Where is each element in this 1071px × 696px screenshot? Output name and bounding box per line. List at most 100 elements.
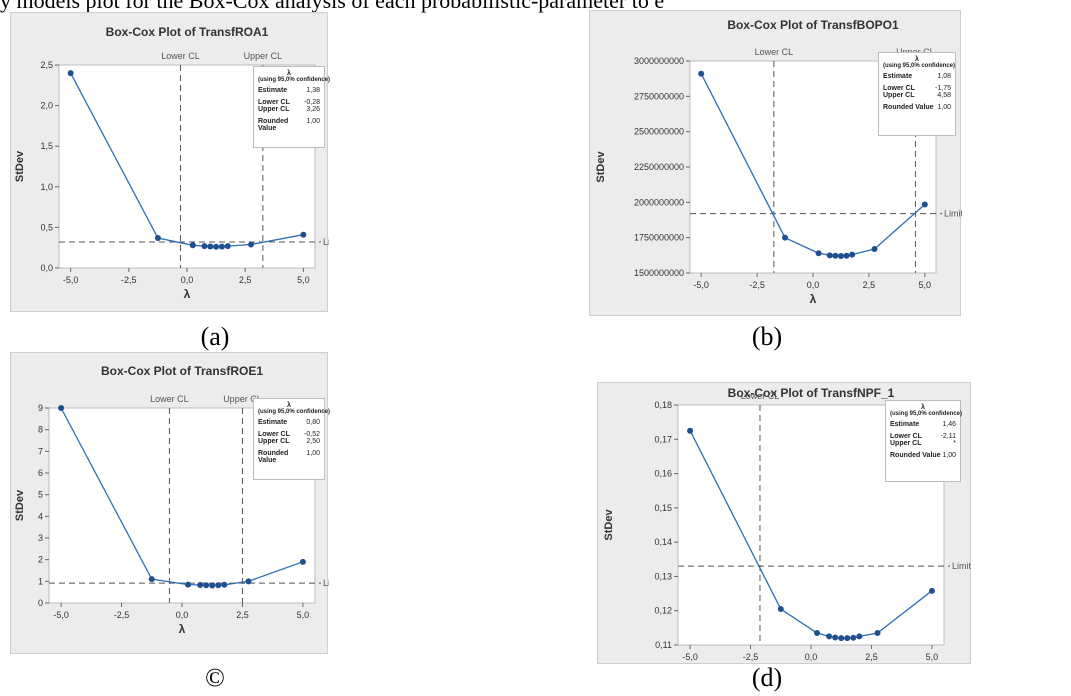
y-axis-label: StDev — [14, 489, 26, 521]
chart-title: Box-Cox Plot of TransfROE1 — [101, 364, 263, 378]
stdev-data-point — [815, 250, 822, 257]
stdev-data-point — [782, 234, 789, 241]
stdev-data-point — [58, 405, 65, 411]
stdev-data-point — [843, 252, 850, 259]
legend-row-label: Estimate — [890, 421, 920, 428]
legend-header: λ — [921, 404, 925, 411]
y-tick-label: 9 — [38, 403, 43, 413]
y-tick-label: 2750000000 — [634, 91, 684, 101]
x-tick-label: -2,5 — [743, 652, 759, 662]
stdev-data-point — [928, 587, 935, 594]
y-tick-label: 3000000000 — [634, 56, 684, 66]
stdev-data-point — [777, 606, 784, 612]
upper-cl-label: Upper CL — [223, 394, 262, 404]
stdev-data-point — [850, 634, 857, 641]
y-axis-label: StDev — [603, 509, 615, 541]
x-tick-label: 0,0 — [807, 280, 820, 290]
legend-box-roa: λ (using 95,0% confidence) Estimate 1,38 … — [253, 66, 331, 148]
y-tick-label: 0,12 — [654, 606, 672, 616]
x-tick-label: -5,0 — [693, 280, 709, 290]
legend-row-label: Lower CL — [258, 99, 290, 106]
legend-header: λ — [287, 402, 291, 409]
y-tick-label: 0,14 — [654, 537, 672, 547]
stdev-data-point — [300, 231, 307, 238]
y-tick-label: 2,5 — [40, 60, 53, 70]
x-tick-label: 5,0 — [926, 652, 939, 662]
y-tick-label: 2250000000 — [634, 162, 684, 172]
legend-subheader: (using 95,0% confidence) — [890, 411, 963, 417]
legend-subheader: (using 95,0% confidence) — [258, 77, 331, 83]
x-tick-label: 2,5 — [236, 610, 249, 620]
legend-row-value: * — [953, 440, 956, 447]
stdev-data-point — [189, 242, 196, 249]
y-tick-label: 2000000000 — [634, 197, 684, 207]
legend-row-value: -0,28 — [304, 99, 320, 106]
x-tick-label: 5,0 — [919, 280, 932, 290]
legend-row: Estimate 0,80 — [258, 419, 320, 426]
x-tick-label: 0,0 — [181, 275, 194, 285]
stdev-data-point — [185, 581, 192, 588]
stdev-data-point — [838, 635, 845, 642]
legend-row-value: 1,00 — [306, 118, 320, 125]
y-tick-label: 2,0 — [40, 101, 53, 111]
x-axis-label: λ — [184, 287, 191, 301]
legend-row: Estimate 1,46 — [890, 421, 956, 428]
boxcox-panel-npf: Box-Cox Plot of TransfNPF_1 0,11 0,12 0,13 0… — [597, 382, 972, 665]
chart-title: Box-Cox Plot of TransfNPF_1 — [728, 386, 895, 400]
limit-label: Limit — [323, 578, 329, 588]
x-tick-label: -5,0 — [53, 610, 69, 620]
y-tick-label: 4 — [38, 511, 43, 521]
stdev-data-point — [826, 633, 833, 640]
stdev-data-point — [814, 630, 821, 636]
legend-row-value: 1,08 — [937, 73, 951, 80]
x-axis-label: λ — [810, 292, 817, 306]
stdev-data-point — [856, 633, 863, 640]
limit-label: Limit — [323, 237, 329, 247]
y-tick-label: 0 — [38, 598, 43, 608]
limit-label: Limit — [952, 561, 972, 571]
x-tick-label: 0,0 — [805, 652, 818, 662]
limit-label: Limit — [944, 209, 962, 219]
legend-row: Upper CL * — [890, 440, 956, 447]
y-tick-label: 0,11 — [655, 640, 672, 650]
x-tick-label: -2,5 — [121, 275, 137, 285]
stdev-data-point — [148, 576, 155, 583]
panel-caption-b: (b) — [751, 322, 783, 351]
stdev-data-point — [213, 243, 220, 250]
y-tick-label: 5 — [38, 490, 43, 500]
x-tick-label: -2,5 — [749, 280, 765, 290]
legend-box-npf: λ (using 95,0% confidence) Estimate 1,46 … — [885, 400, 963, 482]
stdev-data-point — [299, 558, 306, 565]
legend-row-value: 2,50 — [306, 438, 320, 445]
stdev-data-point — [215, 582, 222, 589]
stdev-data-point — [224, 243, 231, 250]
y-tick-label: 0,0 — [40, 263, 53, 273]
lower-cl-label: Lower CL — [150, 394, 189, 404]
x-tick-label: 2,5 — [239, 275, 252, 285]
legend-row: Upper CL 3,26 — [258, 106, 320, 113]
legend-row: Estimate 1,08 — [883, 73, 951, 80]
y-tick-label: 0,13 — [654, 571, 672, 581]
legend-row-value: 3,26 — [306, 106, 320, 113]
legend-row-label: Upper CL — [258, 106, 290, 113]
legend-row-label: Upper CL — [258, 438, 290, 445]
chart-title: Box-Cox Plot of TransfROA1 — [106, 25, 269, 39]
legend-row-value: 1,00 — [937, 104, 951, 111]
legend-row-value: 1,00 — [306, 450, 320, 457]
y-tick-label: 0,5 — [40, 222, 53, 232]
legend-row-label: Rounded Value — [890, 452, 941, 459]
y-tick-label: 7 — [38, 446, 43, 456]
legend-row-label: Rounded Value — [258, 118, 289, 132]
legend-row-label: Rounded Value — [258, 450, 289, 464]
legend-row-label: Lower CL — [258, 431, 290, 438]
legend-row-value: -0,52 — [304, 431, 320, 438]
stdev-data-point — [874, 630, 881, 636]
stdev-data-point — [248, 241, 254, 248]
legend-row-value: 1,00 — [942, 452, 956, 459]
x-tick-label: -5,0 — [63, 275, 79, 285]
upper-cl-label: Upper CL — [244, 51, 283, 61]
y-tick-label: 6 — [38, 468, 43, 478]
stdev-data-point — [871, 245, 878, 252]
legend-row: Rounded Value 1,00 — [890, 452, 956, 459]
stdev-data-point — [844, 635, 851, 642]
